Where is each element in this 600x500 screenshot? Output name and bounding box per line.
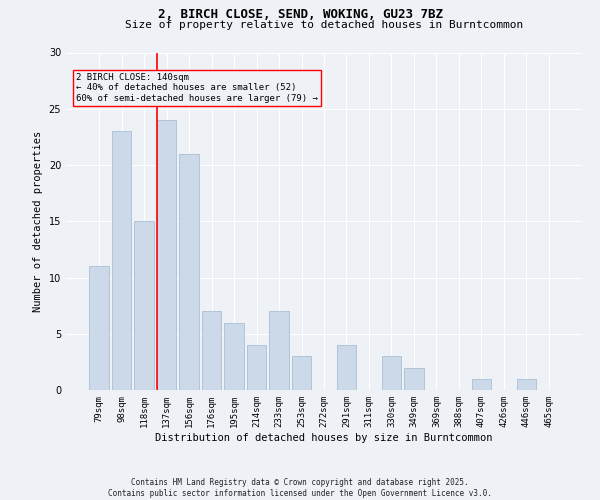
Y-axis label: Number of detached properties: Number of detached properties (33, 130, 43, 312)
Bar (179, 154, 199, 390)
Bar (112, 131, 131, 390)
Text: Contains HM Land Registry data © Crown copyright and database right 2025.
Contai: Contains HM Land Registry data © Crown c… (108, 478, 492, 498)
Bar (517, 379, 536, 390)
Text: 2, BIRCH CLOSE, SEND, WOKING, GU23 7BZ: 2, BIRCH CLOSE, SEND, WOKING, GU23 7BZ (157, 8, 443, 20)
X-axis label: Distribution of detached houses by size in Burntcommon: Distribution of detached houses by size … (155, 432, 493, 442)
Bar (134, 221, 154, 390)
Bar (269, 311, 289, 390)
Title: Size of property relative to detached houses in Burntcommon: Size of property relative to detached ho… (125, 20, 523, 30)
Bar (472, 379, 491, 390)
Bar (89, 266, 109, 390)
Bar (157, 120, 176, 390)
Text: 2 BIRCH CLOSE: 140sqm
← 40% of detached houses are smaller (52)
60% of semi-deta: 2 BIRCH CLOSE: 140sqm ← 40% of detached … (76, 72, 318, 102)
Bar (247, 345, 266, 390)
Bar (292, 356, 311, 390)
Bar (382, 356, 401, 390)
Bar (337, 345, 356, 390)
Bar (202, 311, 221, 390)
Bar (224, 322, 244, 390)
Bar (404, 368, 424, 390)
